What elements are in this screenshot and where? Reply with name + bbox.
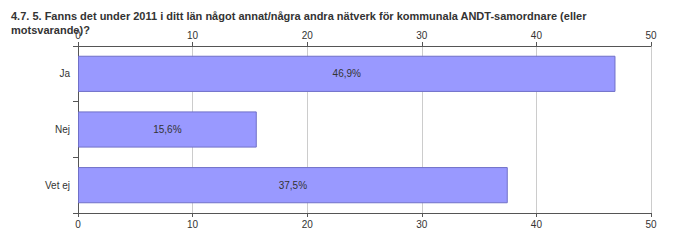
svg-text:37,5%: 37,5% [279,180,307,191]
svg-text:15,6%: 15,6% [153,124,181,135]
svg-text:50: 50 [645,219,657,230]
svg-text:50: 50 [645,30,657,41]
svg-text:4.7. 5. Fanns det under 2011 i: 4.7. 5. Fanns det under 2011 i ditt län … [11,10,589,22]
svg-text:motsvarande)?: motsvarande)? [11,24,90,36]
svg-text:10: 10 [187,30,199,41]
svg-text:10: 10 [187,219,199,230]
svg-text:30: 30 [416,30,428,41]
svg-text:46,9%: 46,9% [333,68,361,79]
svg-text:30: 30 [416,219,428,230]
svg-text:Nej: Nej [55,124,70,135]
svg-text:Ja: Ja [59,68,70,79]
svg-text:0: 0 [75,219,81,230]
svg-text:40: 40 [531,219,543,230]
svg-text:20: 20 [302,30,314,41]
svg-text:20: 20 [302,219,314,230]
svg-text:Vet ej: Vet ej [45,180,70,191]
svg-text:40: 40 [531,30,543,41]
